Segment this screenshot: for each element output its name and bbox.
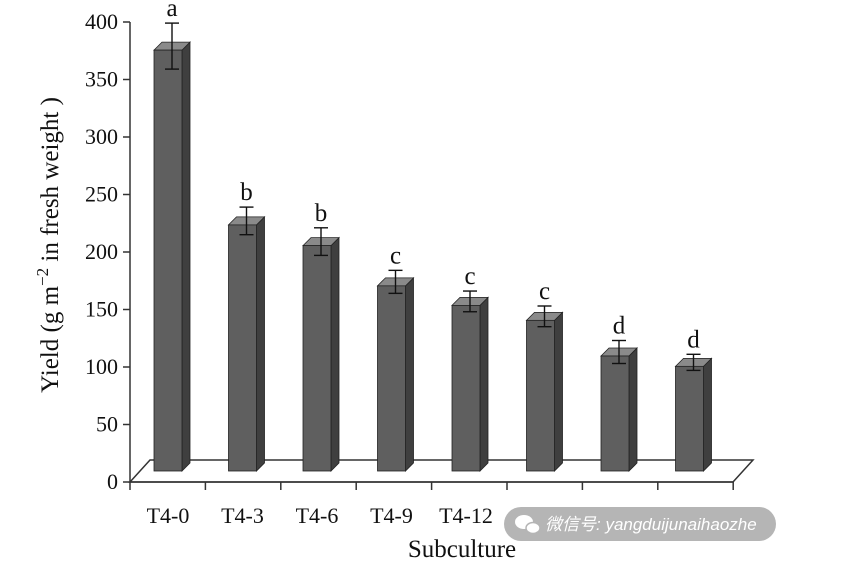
x-tick-label: T4-0 [147, 503, 190, 528]
error-bar [686, 353, 701, 372]
significance-label: b [315, 200, 328, 227]
bar-T4-3 [227, 206, 266, 472]
bar-side-face [628, 347, 638, 472]
bar-side-face [181, 41, 191, 472]
significance-label: b [240, 179, 253, 206]
x-axis-title: Subculture [408, 536, 516, 563]
bar-front-face [600, 355, 630, 472]
significance-label: c [539, 278, 550, 305]
y-axis-title-part1: Yield (g m [37, 285, 64, 392]
bar-front-face [302, 245, 332, 472]
significance-label: d [613, 313, 626, 340]
floor-plane [128, 459, 755, 483]
bar-side-face [479, 296, 489, 472]
y-tick-label: 150 [85, 297, 118, 322]
bar-side-face [330, 236, 340, 472]
bar-T4-21 [674, 353, 713, 472]
error-bar [388, 269, 403, 295]
bar-front-face [451, 304, 481, 472]
chart-floor [128, 459, 755, 483]
y-tick-label: 400 [85, 9, 118, 34]
y-tick-label: 100 [85, 354, 118, 379]
error-bar [165, 22, 179, 70]
bar-front-face [377, 285, 406, 472]
bar-front-face [153, 49, 183, 472]
x-tick-label: T4-9 [370, 503, 413, 528]
y-axis-title: Yield (g m−2 in fresh weight ) [33, 97, 64, 393]
bar-side-face [405, 276, 414, 472]
y-tick-label: 300 [85, 124, 118, 149]
significance-label: a [166, 0, 177, 22]
bar-side-face [703, 357, 712, 472]
bar-T4-15 [525, 305, 564, 472]
significance-label: d [687, 326, 700, 353]
y-tick-label: 350 [85, 67, 118, 92]
watermark: 微信号: yangduijunaihaozhe [504, 507, 776, 541]
bar-side-face [256, 215, 265, 472]
bar-T4-6 [302, 227, 340, 472]
y-axis-title-superscript: −2 [33, 268, 52, 286]
error-bar [612, 339, 626, 365]
bar-T4-0 [153, 22, 191, 472]
bar-T4-18 [600, 339, 638, 472]
y-tick-label: 200 [85, 239, 118, 264]
bar-front-face [526, 319, 555, 472]
x-tick-label: T4-12 [439, 503, 493, 528]
bar-side-face [554, 311, 563, 472]
error-bar [463, 290, 477, 313]
x-tick-label: T4-6 [296, 503, 339, 528]
error-bar [537, 305, 552, 328]
bar-T4-12 [451, 290, 489, 472]
y-axis: 0 50 100 150 200 250 300 350 400 [85, 9, 734, 494]
y-tick-label: 50 [96, 412, 118, 437]
y-tick-label: 0 [107, 469, 118, 494]
y-axis-title-part2: in fresh weight ) [37, 97, 64, 268]
error-bar [314, 227, 328, 257]
error-bar [239, 206, 254, 236]
watermark-background [504, 507, 776, 541]
bar-front-face [675, 365, 704, 472]
watermark-text: 微信号: yangduijunaihaozhe [545, 515, 757, 534]
bar-front-face [228, 224, 257, 472]
bars [153, 22, 713, 472]
significance-label: c [390, 242, 401, 269]
y-tick-label: 250 [85, 182, 118, 207]
wechat-icon [515, 515, 541, 535]
significance-label: c [464, 263, 475, 290]
bar-T4-9 [376, 269, 415, 472]
x-tick-label: T4-3 [221, 503, 264, 528]
